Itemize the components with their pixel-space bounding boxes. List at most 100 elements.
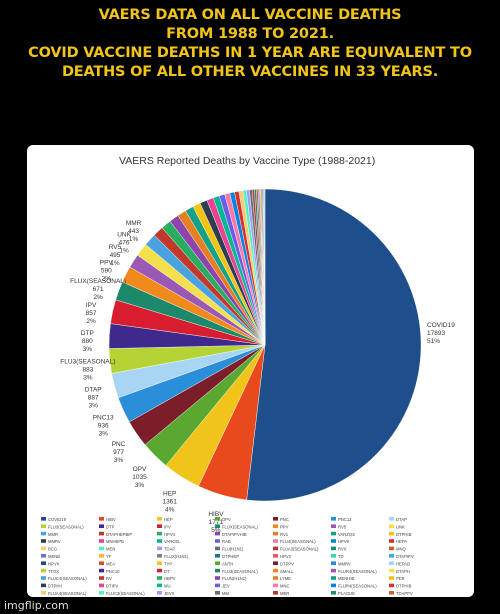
legend-label: HPV4	[164, 532, 176, 537]
legend-swatch	[273, 576, 278, 580]
legend-swatch	[215, 568, 220, 573]
legend-swatch	[157, 546, 162, 551]
legend-label: HEPAB	[396, 561, 410, 566]
legend-swatch	[157, 591, 162, 595]
legend-swatch	[215, 546, 220, 551]
legend-swatch	[41, 583, 46, 588]
legend-swatch	[215, 576, 220, 580]
legend-swatch	[273, 546, 278, 551]
legend-label: FLUX(SEASONAL)	[222, 524, 259, 529]
legend-label: OPV	[222, 517, 231, 522]
legend-label: DTPHEP	[222, 554, 239, 559]
legend-swatch	[331, 531, 336, 536]
legend-label: HPV9	[338, 539, 350, 544]
legend-label: RV	[106, 576, 112, 581]
legend-swatch	[389, 591, 394, 595]
legend-swatch	[331, 539, 336, 543]
legend-label: HBPV	[164, 576, 176, 581]
legend-swatch	[331, 517, 336, 521]
legend-swatch	[157, 561, 162, 565]
legend-swatch	[273, 561, 278, 565]
legend-label: HPVX	[48, 561, 60, 566]
legend-swatch	[273, 524, 278, 528]
legend-swatch	[41, 531, 46, 536]
slice-label-covid19: COVID19 17893 51%	[427, 322, 455, 345]
legend-swatch	[157, 531, 162, 536]
legend-swatch	[215, 524, 220, 528]
legend-label: DTPHIB	[396, 532, 412, 537]
legend-label: JEV	[222, 584, 230, 589]
legend-label: TYP	[164, 561, 172, 566]
legend-swatch	[389, 517, 394, 521]
legend-label: JEVX	[164, 591, 175, 596]
legend-label: FLU3(SEASONAL)	[48, 524, 84, 529]
slice-label-hep: HEP 1361 4%	[162, 490, 177, 513]
legend-label: MM	[222, 591, 229, 596]
legend-label: MNC	[280, 584, 290, 589]
legend-swatch	[41, 568, 46, 573]
legend-label: FLUX(H1N1)	[164, 554, 189, 559]
legend-label: HEP	[164, 517, 173, 522]
legend-label: TDAP	[164, 547, 175, 552]
legend-label: MNQ	[396, 547, 407, 552]
legend-label: SMALL	[280, 569, 294, 574]
pie-slice-covid19	[246, 188, 422, 502]
legend-swatch	[389, 576, 394, 580]
legend-label: DTAP	[396, 517, 407, 522]
legend-label: FLUN(H1N1)	[222, 576, 247, 581]
legend-swatch	[331, 524, 336, 528]
legend-swatch	[331, 583, 336, 588]
legend-swatch	[273, 554, 278, 558]
legend-swatch	[99, 591, 104, 595]
legend-label: FLU(H1N1)	[222, 547, 244, 552]
legend-swatch	[41, 539, 46, 543]
legend-swatch	[99, 568, 104, 573]
legend-swatch	[215, 583, 220, 588]
legend-swatch	[215, 554, 220, 558]
legend-swatch	[99, 583, 104, 588]
legend-swatch	[99, 554, 104, 558]
legend-swatch	[273, 539, 278, 543]
headline-line-1: VAERS DATA ON ALL VACCINE DEATHS	[98, 7, 402, 23]
legend-swatch	[99, 576, 104, 580]
legend-swatch	[331, 554, 336, 558]
legend-label: DTPPV	[280, 561, 294, 566]
slice-label-flux-seasonal-: FLUX(SEASONAL) 671 2%	[70, 278, 126, 301]
legend-swatch	[331, 591, 336, 595]
headline-line-4: DEATHS OF ALL OTHER VACCINES IN 33 YEARS…	[61, 64, 439, 80]
legend-swatch	[331, 568, 336, 573]
legend-swatch	[157, 554, 162, 558]
slice-label-opv: OPV 1035 3%	[132, 466, 147, 489]
legend-label: PNC10	[106, 569, 120, 574]
legend-label: DTIPV	[106, 584, 119, 589]
legend-label: DTPHIB	[396, 584, 412, 589]
slice-label-dtap: DTAP 887 3%	[85, 387, 102, 410]
legend-swatch	[41, 576, 46, 580]
legend-swatch	[157, 568, 162, 573]
legend-swatch	[41, 561, 46, 565]
headline-line-2: FROM 1988 TO 2021.	[166, 26, 334, 42]
legend-label: TTOX	[48, 569, 59, 574]
legend-swatch	[331, 561, 336, 565]
legend-label: TDAPPV	[396, 591, 413, 596]
legend-label: FLUC4(SEASONAL)	[48, 576, 87, 581]
legend-label: DTAPIPV	[396, 554, 414, 559]
legend-swatch	[389, 524, 394, 528]
slice-label-rv5: RV5 495 1%	[109, 244, 122, 267]
legend-swatch	[273, 591, 278, 595]
legend-swatch	[99, 539, 104, 543]
slice-label-ppv: PPV 590 2%	[100, 259, 114, 282]
legend-label: FLU4(SEASONAL)	[280, 539, 316, 544]
legend-label: MEN	[106, 547, 115, 552]
legend-swatch	[41, 554, 46, 558]
legend-label: FLU3(SEASONAL)	[222, 569, 258, 574]
legend-label: HIBV	[106, 517, 116, 522]
legend-label: YF	[106, 554, 112, 559]
legend-label: MNHBPB	[106, 539, 124, 544]
chart-card: VAERS Reported Deaths by Vaccine Type (1…	[27, 145, 474, 597]
slice-label-ipv: IPV 857 2%	[86, 302, 97, 325]
legend-label: UNK	[396, 524, 405, 529]
legend-label: RV1	[280, 532, 289, 537]
legend-label: MMRV	[48, 539, 61, 544]
legend-swatch	[157, 583, 162, 588]
